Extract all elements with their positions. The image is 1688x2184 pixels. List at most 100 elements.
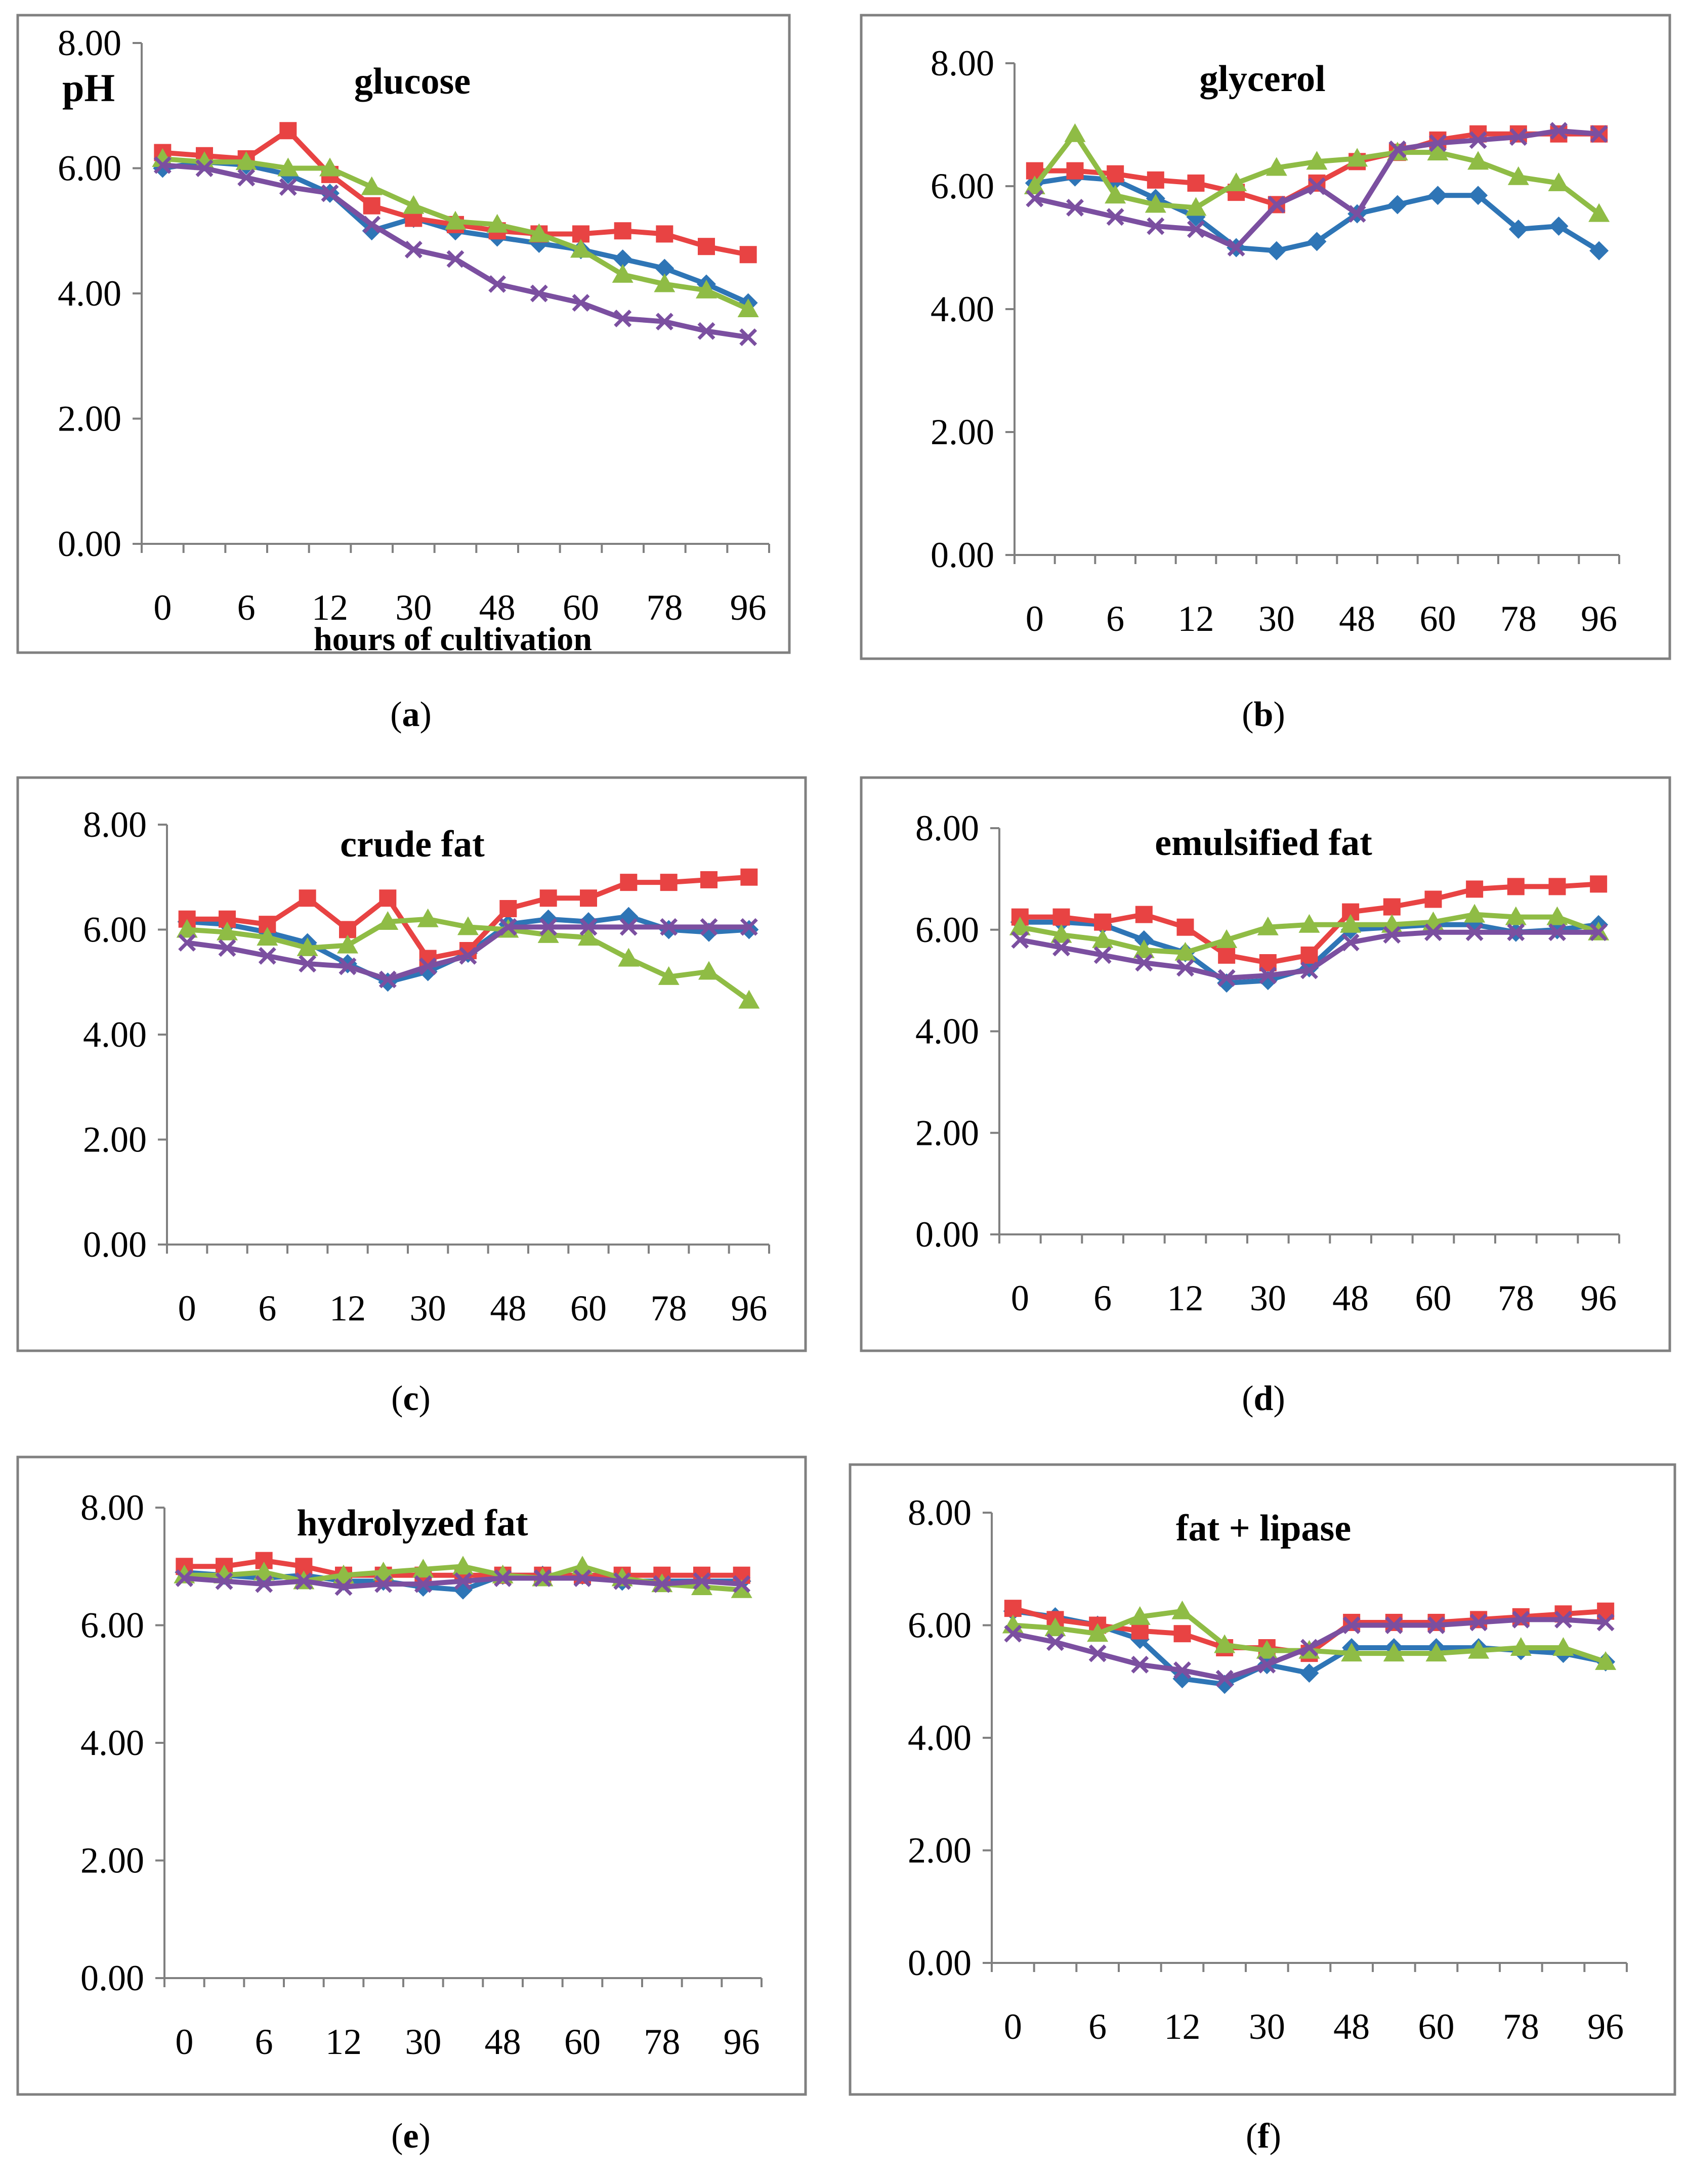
data-point — [572, 1556, 593, 1575]
data-point — [178, 933, 196, 952]
data-point — [237, 168, 256, 187]
data-point — [1129, 1606, 1151, 1625]
data-point — [1044, 1617, 1066, 1637]
x-tick-label: 6 — [255, 2022, 273, 2062]
data-point — [1257, 916, 1279, 935]
caption-paren-close: ) — [420, 695, 432, 734]
series-3 — [1024, 123, 1610, 222]
data-point — [653, 1575, 671, 1593]
data-point — [733, 1575, 751, 1593]
y-tick-label: 8.00 — [83, 804, 147, 845]
data-point — [257, 927, 278, 946]
x-tick-label: 30 — [410, 1288, 446, 1329]
y-tick-label: 0.00 — [58, 524, 121, 564]
x-tick-label: 6 — [237, 587, 256, 628]
data-point — [377, 911, 399, 930]
data-point — [1425, 1643, 1447, 1662]
data-point — [1088, 1644, 1107, 1662]
y-tick-label: 4.00 — [931, 289, 994, 329]
caption-letter: a — [402, 695, 420, 734]
data-point — [539, 918, 558, 936]
x-tick-label: 48 — [1333, 2006, 1370, 2047]
data-point — [1507, 166, 1529, 185]
series-2 — [1011, 875, 1608, 971]
series-4 — [175, 1569, 751, 1596]
data-point — [1548, 172, 1570, 191]
data-point — [1383, 1643, 1405, 1662]
data-point — [1024, 176, 1045, 194]
data-point — [1215, 1669, 1234, 1688]
data-point — [277, 157, 299, 177]
y-tick-label: 4.00 — [908, 1718, 972, 1758]
x-tick-label: 60 — [563, 587, 599, 628]
data-point — [1265, 157, 1287, 176]
x-tick-label: 30 — [1249, 2006, 1285, 2047]
data-point — [1145, 194, 1166, 213]
series-4 — [1011, 923, 1608, 987]
data-point — [1341, 933, 1360, 952]
series-3 — [176, 908, 760, 1009]
chart-panel-c: 0.00 2.00 4.00 6.00 8.00 0 6 12 30 48 60 78 96 crude … — [16, 776, 807, 1418]
x-tick-label: 60 — [570, 1288, 607, 1329]
data-point — [1467, 151, 1489, 170]
data-point — [1554, 1610, 1572, 1629]
x-tick-label: 78 — [1498, 1278, 1534, 1318]
data-point — [1427, 1616, 1445, 1634]
data-point — [1300, 961, 1318, 979]
data-point — [1299, 1663, 1319, 1683]
y-tick-label: 0.00 — [80, 1958, 144, 1998]
x-tick-label: 30 — [1258, 598, 1295, 639]
caption-paren-open: ( — [1242, 695, 1253, 734]
data-point — [488, 275, 507, 293]
data-point — [1004, 1624, 1022, 1643]
data-point — [1387, 195, 1407, 215]
x-tick-label: 0 — [1011, 1278, 1029, 1318]
data-point — [153, 156, 172, 174]
x-tick-label: 96 — [731, 1288, 767, 1329]
data-point — [494, 1569, 512, 1587]
data-point — [655, 259, 674, 278]
data-point — [454, 1572, 472, 1590]
data-point — [740, 868, 758, 886]
data-point — [279, 178, 297, 196]
data-point — [1464, 904, 1486, 923]
data-point — [1066, 162, 1084, 180]
data-point — [537, 924, 559, 943]
data-point — [570, 239, 592, 258]
panel-border — [860, 776, 1671, 1352]
data-point — [696, 279, 717, 298]
data-point — [1046, 1633, 1064, 1651]
data-point — [1187, 174, 1205, 192]
x-tick-label: 78 — [651, 1288, 687, 1329]
y-tick-label: 8.00 — [58, 23, 121, 63]
data-point — [697, 322, 715, 340]
data-point — [363, 197, 381, 215]
data-point — [1348, 205, 1366, 223]
data-point — [1214, 1634, 1236, 1653]
y-tick-label: 4.00 — [83, 1014, 147, 1055]
data-point — [1510, 1637, 1532, 1656]
y-tick-label: 0.00 — [83, 1224, 147, 1265]
data-point — [655, 313, 673, 331]
data-point — [1217, 969, 1236, 987]
data-point — [457, 916, 479, 935]
data-point — [294, 1572, 313, 1590]
panel-border — [16, 1455, 807, 2096]
data-point — [1588, 203, 1610, 222]
data-point — [215, 1572, 233, 1590]
x-tick-label: 96 — [724, 2022, 760, 2062]
data-point — [297, 937, 318, 956]
data-point — [739, 246, 757, 264]
x-tick-label: 48 — [485, 2022, 521, 2062]
data-point — [731, 1579, 752, 1598]
data-point — [1133, 939, 1155, 958]
panel-border — [860, 14, 1671, 660]
data-point — [1147, 217, 1165, 235]
data-point — [573, 1569, 592, 1587]
data-point — [319, 157, 341, 177]
data-point — [176, 919, 198, 938]
caption-paren-close: ) — [419, 2117, 431, 2156]
data-point — [217, 921, 238, 940]
data-point — [1507, 923, 1525, 941]
data-point — [1306, 151, 1328, 170]
